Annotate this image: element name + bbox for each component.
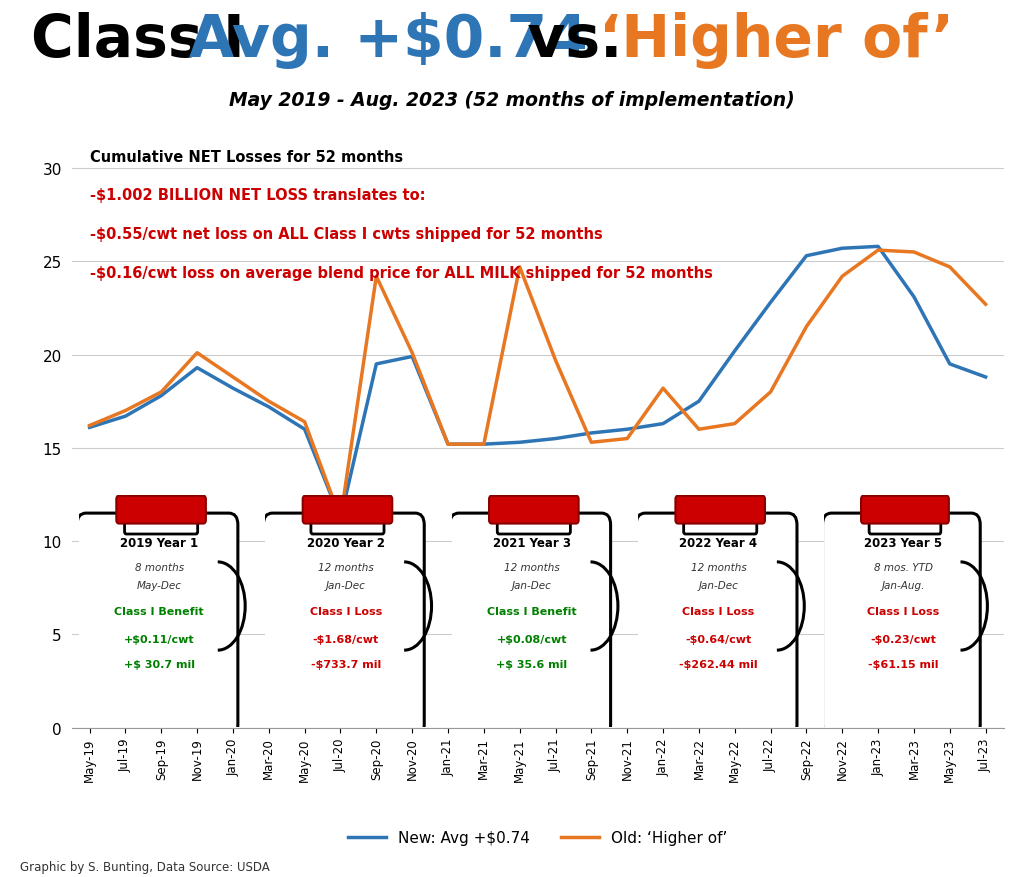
Text: May 2019 - Aug. 2023 (52 months of implementation): May 2019 - Aug. 2023 (52 months of imple… bbox=[229, 90, 795, 110]
Text: -$61.15 mil: -$61.15 mil bbox=[868, 660, 938, 670]
Legend: New: Avg +$0.74, Old: ‘Higher of’: New: Avg +$0.74, Old: ‘Higher of’ bbox=[342, 824, 733, 852]
FancyBboxPatch shape bbox=[303, 496, 392, 524]
Text: Graphic by S. Bunting, Data Source: USDA: Graphic by S. Bunting, Data Source: USDA bbox=[20, 859, 270, 873]
FancyBboxPatch shape bbox=[125, 516, 198, 534]
Text: 2019 Year 1: 2019 Year 1 bbox=[120, 537, 199, 550]
FancyBboxPatch shape bbox=[636, 514, 797, 737]
Text: 12 months: 12 months bbox=[690, 562, 746, 572]
Text: 2021 Year 3: 2021 Year 3 bbox=[493, 537, 571, 550]
Text: May-Dec: May-Dec bbox=[137, 581, 182, 591]
FancyBboxPatch shape bbox=[676, 496, 765, 524]
Text: 2023 Year 5: 2023 Year 5 bbox=[864, 537, 942, 550]
FancyBboxPatch shape bbox=[684, 516, 757, 534]
Text: -$262.44 mil: -$262.44 mil bbox=[679, 660, 758, 670]
Text: +$0.11/cwt: +$0.11/cwt bbox=[124, 634, 195, 645]
Text: -$0.23/cwt: -$0.23/cwt bbox=[870, 634, 936, 645]
Text: Jan-Dec: Jan-Dec bbox=[512, 581, 552, 591]
Text: +$ 30.7 mil: +$ 30.7 mil bbox=[124, 660, 195, 670]
Text: 8 months: 8 months bbox=[135, 562, 184, 572]
Text: Avg. +$0.74: Avg. +$0.74 bbox=[189, 11, 588, 68]
Text: -$1.68/cwt: -$1.68/cwt bbox=[312, 634, 379, 645]
FancyBboxPatch shape bbox=[489, 496, 579, 524]
FancyBboxPatch shape bbox=[861, 496, 949, 524]
FancyBboxPatch shape bbox=[869, 516, 941, 534]
FancyBboxPatch shape bbox=[450, 514, 610, 737]
Text: Jan-Dec: Jan-Dec bbox=[326, 581, 366, 591]
Text: -$1.002 BILLION NET LOSS translates to:: -$1.002 BILLION NET LOSS translates to: bbox=[90, 189, 426, 203]
Text: 2022 Year 4: 2022 Year 4 bbox=[679, 537, 758, 550]
Text: -$0.55/cwt net loss on ALL Class I cwts shipped for 52 months: -$0.55/cwt net loss on ALL Class I cwts … bbox=[90, 227, 603, 242]
Text: -$0.16/cwt loss on average blend price for ALL MILK shipped for 52 months: -$0.16/cwt loss on average blend price f… bbox=[90, 266, 713, 281]
Text: 12 months: 12 months bbox=[504, 562, 560, 572]
Text: Class I Loss: Class I Loss bbox=[867, 606, 939, 617]
Text: ‘Higher of’: ‘Higher of’ bbox=[599, 11, 954, 68]
Text: Jan-Dec: Jan-Dec bbox=[698, 581, 738, 591]
Text: Cumulative NET Losses for 52 months: Cumulative NET Losses for 52 months bbox=[90, 149, 403, 164]
Text: Jan-Aug.: Jan-Aug. bbox=[882, 581, 925, 591]
FancyBboxPatch shape bbox=[822, 514, 980, 737]
FancyBboxPatch shape bbox=[311, 516, 384, 534]
Text: vs.: vs. bbox=[507, 11, 643, 68]
Text: 8 mos. YTD: 8 mos. YTD bbox=[873, 562, 933, 572]
FancyBboxPatch shape bbox=[77, 514, 238, 737]
Text: +$ 35.6 mil: +$ 35.6 mil bbox=[497, 660, 567, 670]
FancyBboxPatch shape bbox=[117, 496, 206, 524]
Text: Class I Benefit: Class I Benefit bbox=[487, 606, 577, 617]
Text: 2020 Year 2: 2020 Year 2 bbox=[306, 537, 385, 550]
Text: -$0.64/cwt: -$0.64/cwt bbox=[685, 634, 752, 645]
Text: 12 months: 12 months bbox=[317, 562, 374, 572]
FancyBboxPatch shape bbox=[263, 514, 424, 737]
Text: -$733.7 mil: -$733.7 mil bbox=[310, 660, 381, 670]
Text: Class I Loss: Class I Loss bbox=[682, 606, 755, 617]
Text: +$0.08/cwt: +$0.08/cwt bbox=[497, 634, 567, 645]
Text: Class I Loss: Class I Loss bbox=[309, 606, 382, 617]
FancyBboxPatch shape bbox=[498, 516, 570, 534]
Text: Class I Benefit: Class I Benefit bbox=[115, 606, 204, 617]
Text: Class I: Class I bbox=[31, 11, 265, 68]
